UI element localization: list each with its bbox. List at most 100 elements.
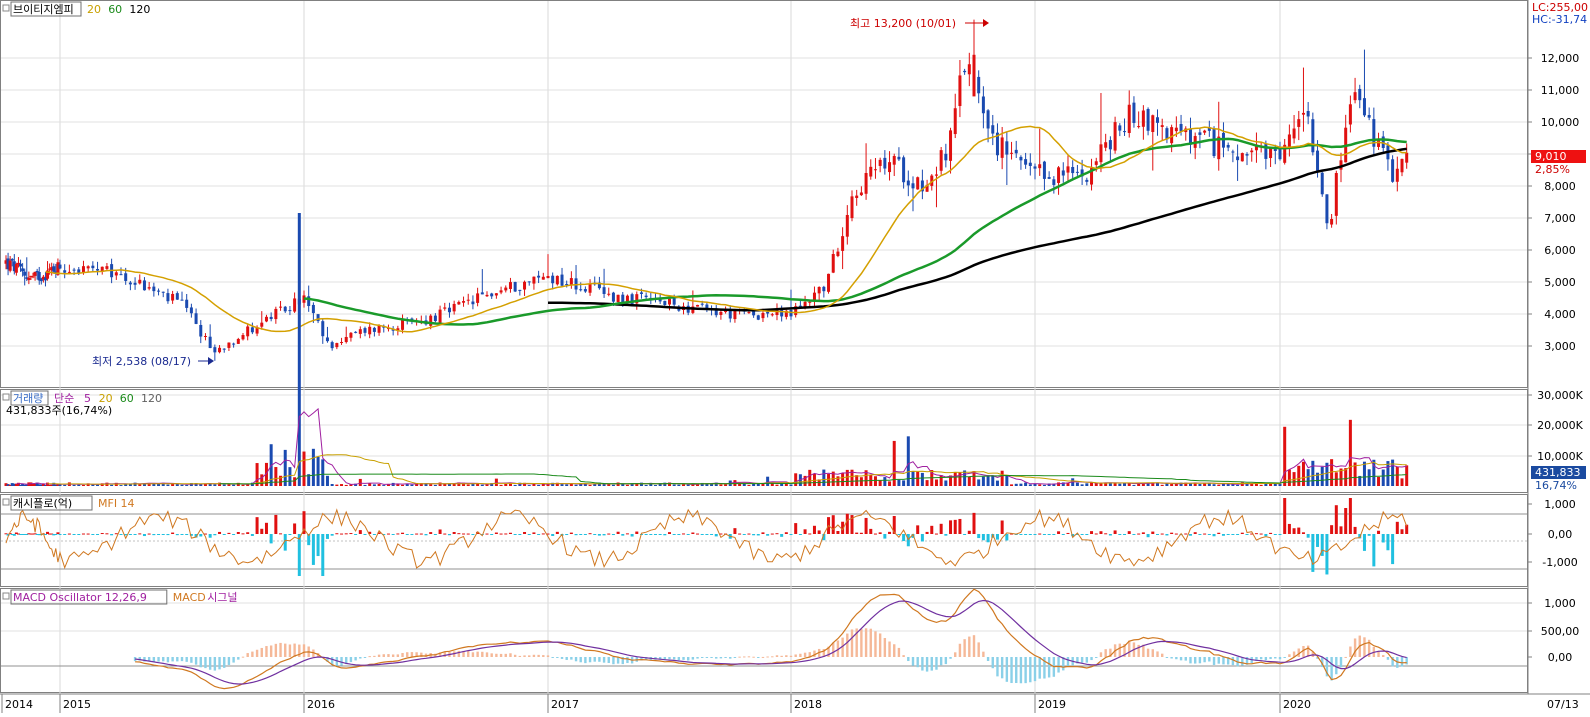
cashflow-bar xyxy=(508,532,512,534)
cashflow-bar xyxy=(939,523,943,534)
candle xyxy=(457,300,461,305)
cashflow-bar xyxy=(19,534,23,535)
volume-bar xyxy=(597,482,601,486)
cashflow-bar xyxy=(100,533,104,535)
legend-item[interactable]: 브이티지엠피 xyxy=(13,3,74,16)
legend-item[interactable]: 단순 xyxy=(54,392,74,405)
candle xyxy=(147,282,151,291)
macd-osc-bar xyxy=(897,647,901,657)
legend-item[interactable]: 20 xyxy=(99,392,113,405)
legend-item[interactable]: 20 xyxy=(87,3,101,16)
candle xyxy=(1019,155,1023,170)
macd-osc-bar xyxy=(330,657,334,666)
volume-bar xyxy=(682,484,686,486)
volume-bar xyxy=(255,463,259,486)
volume-bar xyxy=(1151,482,1155,486)
cashflow-bar xyxy=(1278,534,1282,536)
candle xyxy=(555,275,559,286)
volume-bar xyxy=(91,484,95,486)
legend-item[interactable]: MACD xyxy=(173,591,206,604)
macd-osc-bar xyxy=(551,657,554,658)
cashflow-bar xyxy=(56,532,60,534)
cashflow-bar xyxy=(269,534,273,544)
candle xyxy=(185,293,189,313)
volume-bar xyxy=(138,483,142,486)
volume-bar xyxy=(19,484,23,486)
volume-bar xyxy=(419,483,423,486)
candle xyxy=(363,326,367,337)
legend-item[interactable]: 5 xyxy=(84,392,91,405)
legend-item[interactable]: 60 xyxy=(120,392,134,405)
legend-item[interactable]: MACD Oscillator 12,26,9 xyxy=(13,591,147,604)
cashflow-bar xyxy=(1320,534,1324,556)
macd-osc-bar xyxy=(213,657,217,671)
macd-legend[interactable]: MACD Oscillator 12,26,9 MACD 시그널 xyxy=(2,589,238,605)
volume-bar xyxy=(1377,476,1381,486)
macd-osc-bar xyxy=(686,657,690,661)
cashflow-bar xyxy=(686,534,690,535)
cashflow-bar xyxy=(963,534,967,535)
volume-bar xyxy=(986,475,990,486)
volume-bar xyxy=(775,484,779,486)
legend-item[interactable]: 120 xyxy=(141,392,162,405)
cashflow-bar xyxy=(752,534,756,536)
cashflow-bar xyxy=(368,531,372,534)
macd-osc-bar xyxy=(1123,643,1126,657)
panel-toggle-icon[interactable] xyxy=(2,592,10,600)
volume-bar xyxy=(405,484,409,486)
candle xyxy=(546,254,550,279)
macd-osc-bar xyxy=(1057,657,1060,673)
volume-bar xyxy=(888,481,892,486)
volume-bar xyxy=(297,213,301,486)
cashflow-bar xyxy=(700,534,704,535)
volume-bar xyxy=(630,483,634,486)
macd-osc-bar xyxy=(499,653,503,657)
macd-osc-bar xyxy=(883,638,887,657)
price-legend[interactable]: 브이티지엠피 20 60 120 xyxy=(2,1,150,17)
cashflow-bar xyxy=(31,533,35,535)
volume-bar xyxy=(658,483,662,486)
legend-item[interactable]: MFI 14 xyxy=(98,497,135,510)
legend-item[interactable]: 시그널 xyxy=(207,591,237,604)
legend-item[interactable]: 캐시플로(억) xyxy=(13,497,72,510)
macd-osc-bar xyxy=(396,654,400,657)
macd-osc-bar xyxy=(1259,657,1263,660)
panel-toggle-icon[interactable] xyxy=(2,498,10,506)
volume-bar xyxy=(48,484,52,486)
panel-toggle-icon[interactable] xyxy=(2,4,10,12)
macd-osc-bar xyxy=(1339,657,1343,668)
legend-item[interactable]: 120 xyxy=(129,3,150,16)
cashflow-bar xyxy=(12,534,16,536)
volume-legend[interactable]: 거래량 단순 5 20 60 120 xyxy=(2,390,162,406)
macd-osc-bar xyxy=(185,657,188,662)
cashflow-bar xyxy=(1306,534,1310,538)
volume-bar xyxy=(794,473,798,486)
macd-osc-bar xyxy=(345,657,348,665)
legend-item[interactable]: 거래량 xyxy=(13,392,43,405)
candle xyxy=(260,311,264,330)
candle xyxy=(31,272,35,279)
macd-osc-bar xyxy=(208,657,212,670)
candle xyxy=(523,280,527,296)
cashflow-bar xyxy=(471,534,475,535)
volume-bar xyxy=(354,483,358,486)
macd-osc-bar xyxy=(284,643,287,657)
macd-osc-bar xyxy=(176,657,179,662)
cashflow-bar xyxy=(185,534,189,535)
candle xyxy=(33,271,37,281)
macd-osc-bar xyxy=(1302,646,1305,657)
legend-item[interactable]: 60 xyxy=(108,3,122,16)
panel-toggle-icon[interactable] xyxy=(2,393,10,401)
macd-osc-bar xyxy=(410,652,414,657)
cashflow-legend[interactable]: 캐시플로(억) MFI 14 xyxy=(2,495,135,511)
cashflow-bar xyxy=(152,534,156,536)
volume-bar xyxy=(476,483,480,486)
cashflow-bar xyxy=(967,530,971,534)
current-volume-pct: 16,74% xyxy=(1535,479,1577,492)
macd-osc-bar xyxy=(1090,657,1093,661)
volume-ma60 xyxy=(219,473,1407,485)
cashflow-bar xyxy=(1254,533,1258,535)
cashflow-bar xyxy=(616,531,620,534)
volume-bar xyxy=(358,478,362,486)
